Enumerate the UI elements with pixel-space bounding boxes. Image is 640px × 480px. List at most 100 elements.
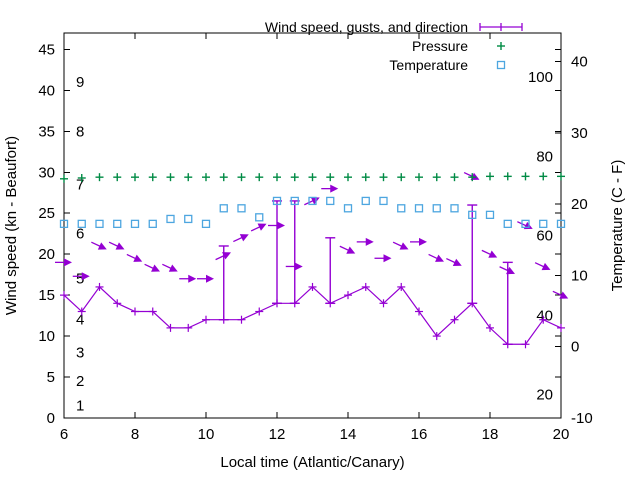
legend-label: Pressure — [412, 38, 468, 54]
x-tick-label: 20 — [553, 426, 570, 443]
wind-direction-arrow — [144, 263, 161, 272]
wind-direction-arrow — [304, 197, 320, 206]
plot-border — [63, 32, 562, 419]
wind-direction-arrow — [374, 254, 392, 263]
y-tick-label: 25 — [38, 205, 55, 222]
wind-direction-arrow — [215, 252, 232, 261]
y-tick-label: 35 — [38, 123, 55, 140]
wind-direction-arrow — [197, 274, 214, 283]
temperature-marker — [414, 204, 424, 213]
wind-direction-arrow — [72, 272, 90, 281]
beaufort-label: 2 — [76, 373, 84, 390]
x-tick-label: 8 — [131, 426, 139, 443]
wind-direction-arrow — [268, 221, 285, 230]
beaufort-label: 4 — [76, 312, 84, 329]
x-tick-label: 18 — [482, 426, 499, 443]
temperature-marker — [290, 196, 299, 206]
fahrenheit-label: 60 — [536, 227, 553, 244]
temperature-marker — [237, 204, 246, 213]
y-axis-title: Wind speed (kn - Beaufort) — [3, 136, 20, 315]
fahrenheit-label: 100 — [528, 69, 553, 86]
temperature-marker — [379, 196, 388, 206]
wind-direction-arrow — [321, 184, 339, 193]
wind-direction-arrow — [233, 234, 249, 243]
x-tick-label: 6 — [60, 426, 68, 443]
wind-direction-arrow — [91, 241, 107, 250]
wind-direction-arrow — [499, 266, 516, 275]
fahrenheit-label: 40 — [536, 307, 553, 324]
temperature-marker — [130, 219, 140, 229]
wind-direction-arrow — [392, 241, 409, 250]
wind-direction-arrow — [356, 237, 374, 246]
y-tick-label: 5 — [47, 369, 55, 386]
y2-axis-title: Temperature (C - F) — [609, 160, 626, 292]
wind-direction-arrow — [126, 253, 143, 262]
y2-tick-label: 40 — [571, 54, 588, 71]
x-tick-label: 16 — [411, 426, 428, 443]
temperature-marker — [450, 204, 459, 213]
temperature-marker — [95, 219, 104, 229]
temperature-marker — [556, 219, 566, 229]
y-tick-label: 30 — [38, 164, 55, 181]
temperature-marker — [326, 196, 335, 206]
legend-label: Wind speed, gusts, and direction — [265, 19, 468, 35]
y2-tick-label: 0 — [571, 339, 579, 356]
temperature-marker — [468, 210, 477, 220]
y2-tick-label: 20 — [571, 196, 588, 213]
temperature-marker — [432, 204, 441, 213]
wind-direction-arrow — [481, 249, 498, 258]
legend-swatch — [496, 60, 506, 70]
beaufort-label: 7 — [76, 177, 84, 194]
fahrenheit-label: 20 — [536, 386, 553, 403]
x-tick-label: 14 — [340, 426, 357, 443]
y-tick-label: 0 — [47, 410, 55, 427]
wind-direction-arrow — [552, 290, 569, 299]
temperature-marker — [219, 204, 228, 213]
wind-direction-arrow — [162, 263, 178, 272]
wind-direction-arrow — [179, 274, 197, 283]
y-tick-label: 10 — [38, 328, 55, 345]
temperature-marker — [397, 204, 406, 213]
temperature-marker — [503, 219, 512, 229]
beaufort-label: 9 — [76, 74, 84, 91]
y2-tick-label: 30 — [571, 125, 588, 142]
wind-direction-arrow — [339, 245, 356, 254]
beaufort-label: 3 — [76, 344, 84, 361]
temperature-marker — [77, 219, 86, 229]
beaufort-label: 5 — [76, 271, 84, 288]
temperature-marker — [166, 214, 175, 224]
wind-direction-arrow — [108, 241, 125, 250]
temperature-marker — [361, 196, 370, 206]
y2-tick-label: -10 — [571, 410, 593, 427]
beaufort-label: 1 — [76, 398, 84, 415]
temperature-marker — [308, 196, 317, 206]
temperature-marker — [59, 219, 69, 229]
wind-direction-arrow — [410, 237, 427, 246]
temperature-marker — [184, 214, 193, 224]
wind-direction-arrow — [428, 253, 445, 262]
x-tick-label: 10 — [198, 426, 215, 443]
beaufort-label: 6 — [76, 226, 84, 243]
wind-speed-line — [63, 286, 562, 345]
y-tick-label: 15 — [38, 287, 55, 304]
legend-label: Temperature — [389, 57, 468, 73]
wind-direction-arrow — [250, 223, 267, 232]
wind-direction-arrow — [534, 262, 551, 271]
beaufort-label: 8 — [76, 123, 84, 140]
wind-direction-arrow — [446, 257, 462, 266]
temperature-marker — [255, 213, 264, 222]
temperature-marker — [485, 210, 495, 220]
temperature-marker — [113, 219, 122, 229]
y-tick-label: 45 — [38, 41, 55, 58]
temperature-marker — [539, 219, 548, 229]
x-tick-label: 12 — [269, 426, 286, 443]
wind-direction-arrow — [55, 258, 72, 267]
y-tick-label: 40 — [38, 82, 55, 99]
x-axis-title: Local time (Atlantic/Canary) — [220, 454, 404, 471]
temperature-marker — [148, 219, 157, 229]
wind-direction-arrow — [285, 262, 303, 271]
fahrenheit-label: 80 — [536, 148, 553, 165]
y2-tick-label: 10 — [571, 267, 588, 284]
